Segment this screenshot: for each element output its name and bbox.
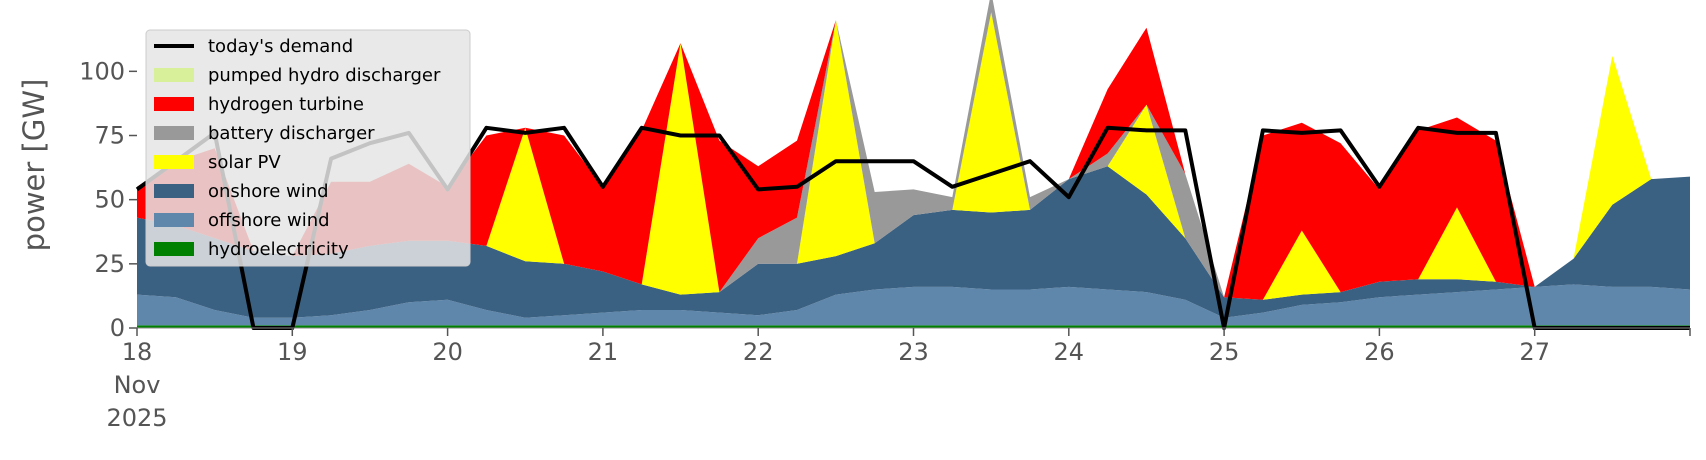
area-hydroelectricity [137, 325, 1690, 328]
legend-swatch-pumped-hydro-discharger [154, 68, 194, 82]
y-tick-label: 100 [79, 57, 125, 85]
legend-swatch-onshore-wind [154, 184, 194, 198]
legend-swatch-battery-discharger [154, 126, 194, 140]
y-axis: 0 25 50 75 100 [79, 57, 137, 342]
area-solar-pv [137, 12, 1690, 300]
x-tick-label: Nov [114, 371, 161, 399]
x-tick-label: 19 [277, 338, 308, 366]
y-axis-label: power [GW] [17, 79, 51, 252]
y-tick-label: 50 [94, 186, 125, 214]
y-tick-label: 0 [110, 314, 125, 342]
area-hydrogen-turbine [137, 0, 1690, 300]
legend: today's demand pumped hydro discharger hyd… [145, 29, 471, 267]
legend-swatch-hydrogen-turbine [154, 97, 194, 111]
area-onshore-wind [137, 166, 1690, 318]
x-tick-label: 23 [898, 338, 929, 366]
legend-swatch-solar-pv [154, 155, 194, 169]
legend-label-hydroelectricity: hydroelectricity [208, 239, 349, 260]
legend-label-battery-discharger: battery discharger [208, 123, 375, 144]
legend-label-hydrogen-turbine: hydrogen turbine [208, 94, 364, 115]
x-tick-label: 26 [1364, 338, 1395, 366]
x-axis: 18 Nov 2025 19 20 21 22 23 24 25 26 27 [106, 327, 1691, 432]
legend-label-pumped-hydro-discharger: pumped hydro discharger [208, 65, 441, 86]
legend-swatch-offshore-wind [154, 213, 194, 227]
y-tick-label: 25 [94, 250, 125, 278]
legend-label-onshore-wind: onshore wind [208, 181, 329, 202]
legend-label-solar-pv: solar PV [208, 152, 281, 173]
x-tick-label: 20 [432, 338, 463, 366]
legend-label-today-s-demand: today's demand [208, 36, 353, 57]
legend-label-offshore-wind: offshore wind [208, 210, 330, 231]
area-offshore-wind [137, 284, 1690, 326]
x-tick-label: 18 [122, 338, 153, 366]
x-tick-label: 22 [743, 338, 774, 366]
x-tick-label: 2025 [106, 404, 167, 432]
x-tick-label: 25 [1209, 338, 1240, 366]
x-tick-label: 27 [1519, 338, 1550, 366]
x-tick-label: 24 [1054, 338, 1085, 366]
legend-swatch-hydroelectricity [154, 242, 194, 256]
x-tick-label: 21 [588, 338, 619, 366]
legend-box [145, 29, 471, 267]
y-tick-label: 75 [94, 122, 125, 150]
